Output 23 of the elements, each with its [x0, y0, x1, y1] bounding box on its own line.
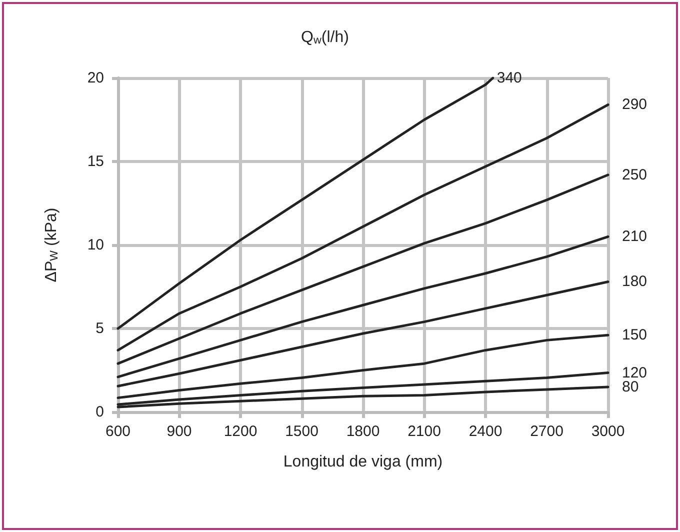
x-tick-label: 2100	[408, 423, 441, 440]
series-label: 210	[622, 228, 648, 246]
series-label: 290	[622, 96, 648, 114]
y-axis-title: ΔPW (kPa)	[43, 208, 60, 282]
x-tick-label: 1500	[285, 423, 318, 440]
x-axis-title: Longitud de viga (mm)	[283, 454, 443, 470]
y-tick-label: 15	[87, 153, 104, 170]
y-tick-label: 20	[87, 70, 104, 86]
y-tick-label: 10	[87, 236, 104, 254]
y-tick-label: 0	[96, 404, 104, 420]
x-tick-label: 3000	[591, 423, 625, 440]
series-label: 180	[622, 273, 648, 290]
x-tick-label: 1200	[224, 423, 258, 440]
x-tick-label: 600	[105, 423, 131, 440]
x-tick-label: 1800	[346, 423, 380, 440]
legend-title: Qw(l/h)	[301, 29, 349, 46]
series-label: 250	[622, 166, 648, 184]
x-tick-label: 900	[166, 423, 192, 440]
series-label: 150	[622, 326, 648, 344]
y-tick-label: 5	[96, 320, 104, 337]
x-tick-label: 2400	[468, 423, 502, 440]
x-tick-label: 2700	[530, 423, 564, 440]
series-label: 340	[496, 70, 522, 86]
